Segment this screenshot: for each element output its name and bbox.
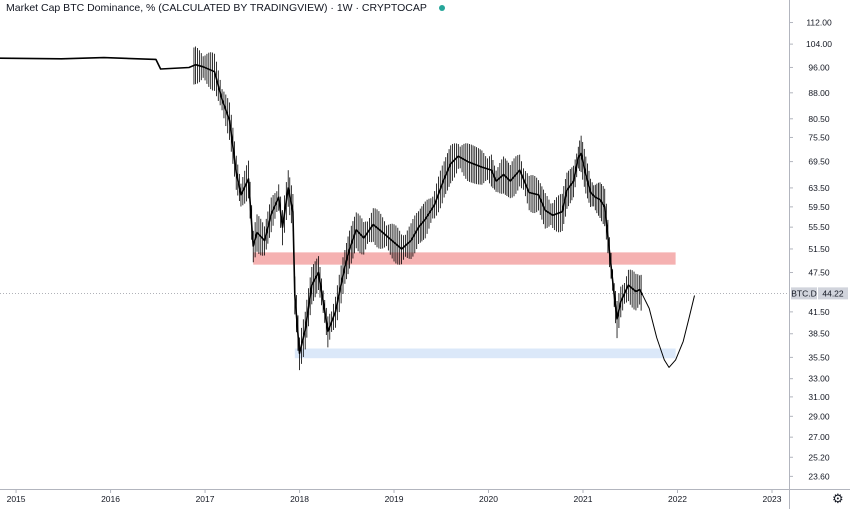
y-tick-label: 88.00 — [808, 88, 830, 98]
x-tick-label: 2020 — [479, 494, 498, 504]
zone-support — [294, 348, 676, 359]
x-tick-label: 2015 — [7, 494, 26, 504]
y-tick-label: 59.50 — [808, 202, 830, 212]
x-tick-label: 2021 — [574, 494, 593, 504]
x-tick-label: 2023 — [763, 494, 782, 504]
x-tick-label: 2018 — [290, 494, 309, 504]
y-tick-label: 80.50 — [808, 114, 830, 124]
symbol-tag — [791, 287, 817, 300]
projection-curve — [642, 294, 695, 368]
y-tick-label: 112.00 — [806, 18, 832, 28]
price-axis-background — [789, 0, 850, 509]
y-tick-label: 35.50 — [808, 352, 830, 362]
y-tick-label: 25.20 — [808, 452, 830, 462]
y-tick-label: 38.50 — [808, 329, 830, 339]
y-tick-label: 75.50 — [808, 132, 830, 142]
y-tick-label: 31.00 — [808, 392, 830, 402]
zone-resistance — [253, 252, 676, 265]
candle-wicks — [193, 46, 642, 371]
y-tick-label: 55.50 — [808, 222, 830, 232]
y-tick-label: 23.60 — [808, 471, 830, 481]
x-tick-label: 2016 — [101, 494, 120, 504]
status-dot-icon — [438, 5, 445, 11]
x-tick-label: 2017 — [196, 494, 215, 504]
dominance-series-line — [0, 56, 644, 355]
x-tick-label: 2022 — [668, 494, 687, 504]
y-tick-label: 69.50 — [808, 157, 830, 167]
chart-title-text: Market Cap BTC Dominance, % (CALCULATED … — [6, 2, 427, 14]
last-value-label: 44.22 — [822, 288, 844, 298]
y-tick-label: 63.50 — [808, 183, 830, 193]
y-tick-label: 104.00 — [806, 39, 832, 49]
y-tick-label: 27.00 — [808, 432, 830, 442]
y-tick-label: 29.00 — [808, 411, 830, 421]
gear-icon[interactable]: ⚙ — [832, 491, 844, 506]
y-tick-label: 47.50 — [808, 268, 830, 278]
y-tick-label: 96.00 — [808, 62, 830, 72]
chart-title: Market Cap BTC Dominance, % (CALCULATED … — [6, 2, 445, 14]
y-tick-label: 41.50 — [808, 307, 830, 317]
last-value-tag — [818, 287, 848, 300]
y-tick-label: 51.50 — [808, 244, 830, 254]
symbol-tag-label: BTC.D — [791, 288, 817, 298]
y-tick-label: 33.00 — [808, 374, 830, 384]
x-tick-label: 2019 — [385, 494, 404, 504]
